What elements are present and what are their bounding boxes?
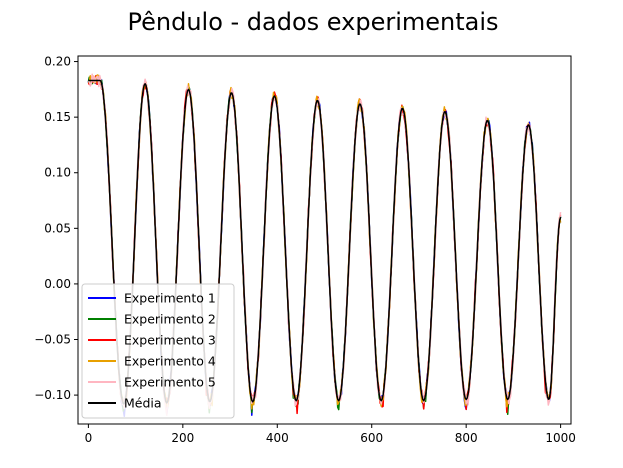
legend-label-1: Experimento 1: [124, 291, 216, 306]
chart-title: Pêndulo - dados experimentais: [127, 8, 498, 36]
x-axis: 0 200 400 600 800 1000: [85, 424, 576, 445]
y-tick-label: 0.00: [44, 277, 71, 291]
y-tick-label: −0.05: [34, 333, 71, 347]
legend-label-4: Experimento 4: [124, 354, 216, 369]
legend-label-3: Experimento 3: [124, 333, 216, 348]
legend-label-5: Experimento 5: [124, 375, 216, 390]
legend: Experimento 1 Experimento 2 Experimento 3 E…: [81, 283, 235, 419]
y-tick-label: 0.15: [44, 110, 71, 124]
y-tick-label: −0.10: [34, 388, 71, 402]
legend-label-2: Experimento 2: [124, 312, 216, 327]
x-tick-label: 200: [171, 431, 194, 445]
plot-frame: [77, 55, 572, 425]
y-tick-label: 0.10: [44, 166, 71, 180]
y-tick-label: 0.05: [44, 221, 71, 235]
legend-label-6: Média: [124, 396, 162, 411]
y-axis: −0.10 −0.05 0.00 0.05 0.10 0.15 0.20: [34, 55, 78, 402]
x-tick-label: 1000: [545, 431, 576, 445]
x-tick-label: 600: [360, 431, 383, 445]
x-tick-label: 400: [266, 431, 289, 445]
y-tick-label: 0.20: [44, 55, 71, 69]
x-tick-label: 0: [85, 431, 93, 445]
x-tick-label: 800: [455, 431, 478, 445]
legend-box: [81, 283, 235, 419]
